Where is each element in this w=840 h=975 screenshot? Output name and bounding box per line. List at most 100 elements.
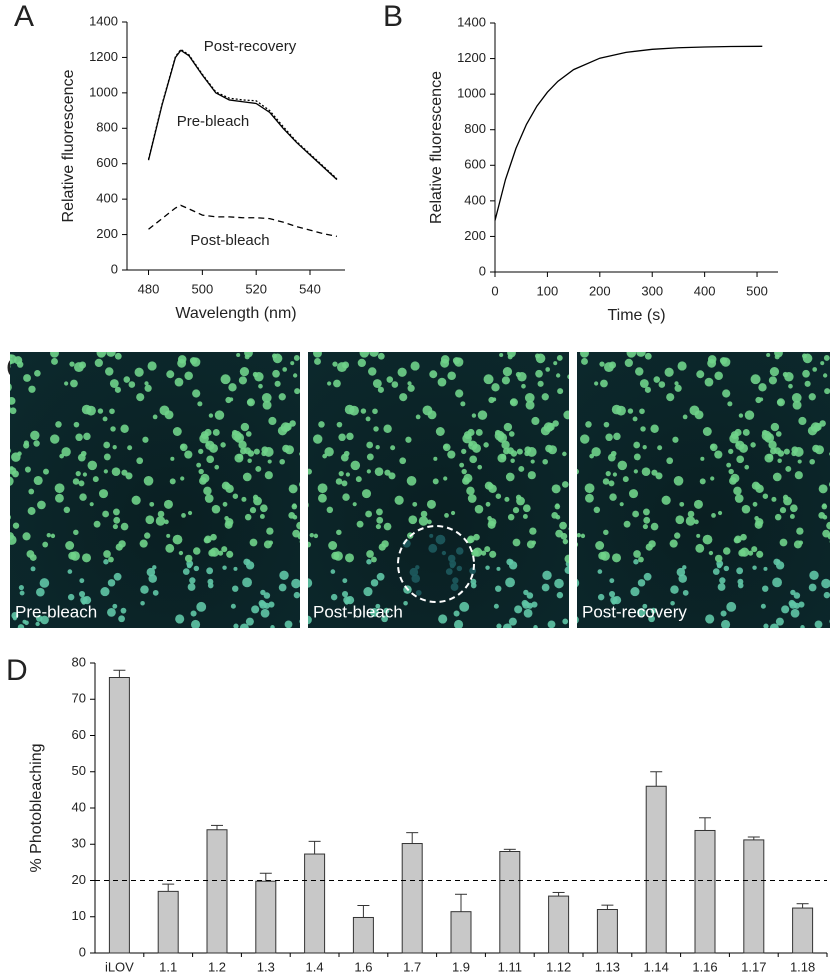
colony: [580, 352, 589, 358]
colony: [619, 502, 624, 507]
colony: [346, 432, 354, 441]
colony: [249, 507, 257, 514]
colony: [341, 480, 348, 487]
colony: [524, 446, 532, 454]
colony: [783, 448, 790, 455]
colony: [633, 453, 641, 461]
colony: [682, 589, 689, 596]
colony: [828, 481, 830, 487]
colony: [120, 522, 129, 531]
colony: [767, 453, 774, 460]
colony: [232, 493, 239, 499]
series-label: Post-bleach: [190, 232, 269, 249]
colony: [577, 578, 580, 588]
colony: [705, 614, 715, 624]
colony: [589, 453, 595, 459]
colony: [531, 416, 540, 426]
photo-label: Pre-bleach: [15, 602, 97, 621]
colony: [494, 429, 501, 436]
colony: [120, 424, 129, 433]
colony: [204, 535, 212, 543]
y-tick-label: 70: [72, 691, 86, 706]
colony: [738, 413, 744, 418]
colony: [693, 499, 703, 509]
colony: [559, 521, 567, 530]
colony: [751, 546, 758, 553]
colony: [249, 538, 258, 547]
colony: [762, 493, 769, 499]
colony: [637, 579, 646, 587]
colony: [244, 513, 252, 521]
x-tick-label: iLOV: [105, 959, 134, 974]
colony: [632, 416, 638, 422]
colony: [616, 405, 626, 416]
colony: [220, 442, 226, 448]
colony: [10, 364, 11, 368]
colony: [408, 515, 418, 525]
colony: [391, 381, 399, 388]
colony: [125, 472, 133, 480]
bar: [548, 895, 570, 954]
colony: [131, 495, 141, 505]
colony: [664, 367, 674, 377]
y-tick-label: 20: [72, 872, 86, 887]
colony: [368, 367, 377, 376]
colony: [670, 585, 679, 594]
colony: [359, 352, 370, 358]
colony: [225, 484, 234, 494]
y-tick-label: 600: [464, 157, 486, 172]
colony: [322, 453, 328, 459]
colony: [97, 408, 104, 414]
colony: [103, 469, 108, 474]
colony: [483, 374, 494, 385]
colony: [514, 605, 523, 614]
colony: [785, 465, 792, 472]
colony: [669, 539, 678, 548]
colony: [98, 489, 109, 499]
colony: [641, 467, 651, 476]
colony: [61, 447, 71, 457]
colony: [704, 377, 714, 387]
colony: [594, 381, 599, 386]
colony: [515, 371, 522, 378]
colony: [383, 522, 392, 531]
colony: [2, 564, 7, 569]
colony: [530, 459, 535, 464]
colony: [432, 478, 439, 485]
colony: [829, 540, 830, 543]
colony: [0, 514, 3, 521]
colony: [360, 408, 367, 414]
colony: [499, 352, 504, 358]
colony: [181, 512, 186, 518]
colony: [19, 590, 25, 596]
colony: [463, 431, 472, 440]
y-tick-label: 40: [72, 799, 86, 814]
colony: [640, 426, 646, 432]
colony: [435, 534, 446, 545]
colony: [23, 442, 30, 449]
y-axis-title: % Photobleaching: [28, 744, 45, 873]
colony: [461, 448, 467, 455]
colony: [278, 393, 286, 401]
colony: [12, 522, 20, 529]
colony: [292, 514, 298, 520]
colony: [475, 429, 483, 436]
colony: [193, 547, 201, 555]
colony: [365, 416, 371, 422]
colony: [796, 527, 804, 535]
y-tick-label: 1200: [89, 49, 118, 64]
colony: [207, 578, 214, 585]
colony: [737, 578, 744, 585]
colony: [789, 514, 795, 519]
colony: [415, 589, 422, 596]
colony: [282, 367, 288, 372]
colony: [447, 450, 456, 459]
colony: [203, 486, 212, 496]
colony: [55, 421, 62, 428]
colony: [377, 386, 384, 393]
colony: [242, 472, 252, 482]
colony: [343, 450, 350, 457]
colony: [349, 405, 359, 416]
colony: [818, 484, 828, 494]
colony: [274, 380, 281, 387]
